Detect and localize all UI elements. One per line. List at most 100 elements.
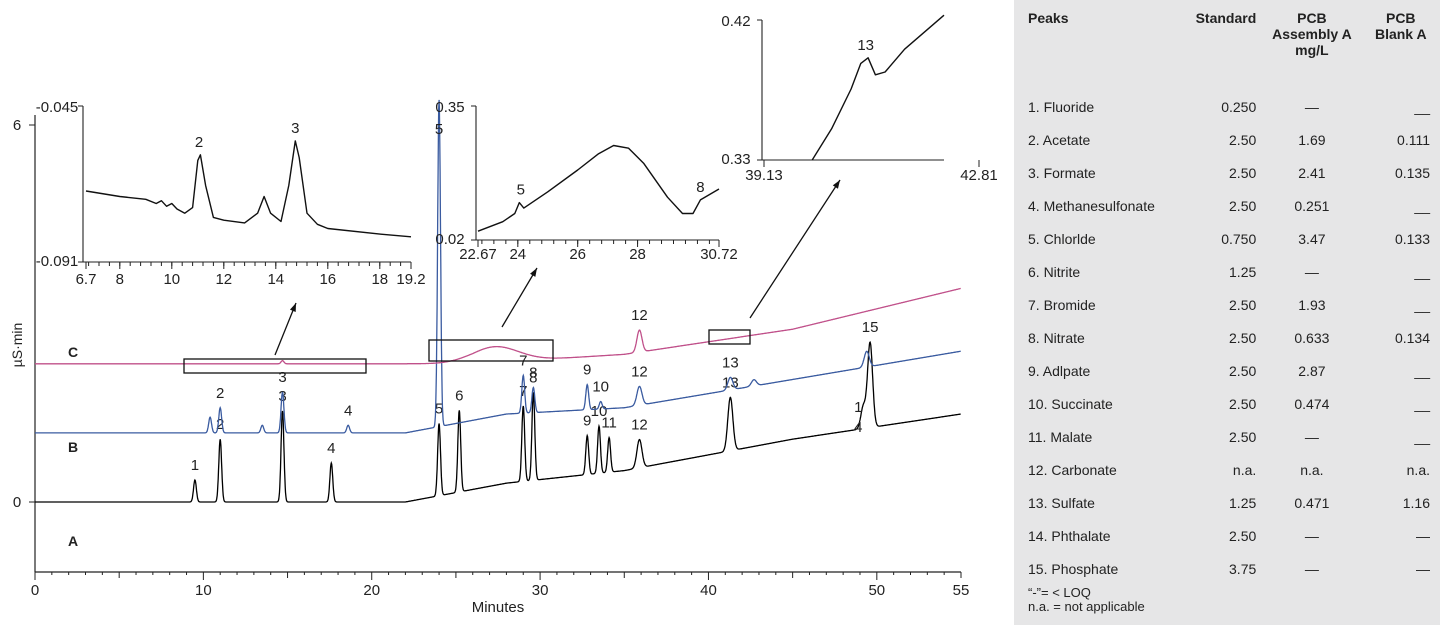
inset-trace: [811, 14, 945, 161]
peak-label: 4: [327, 440, 335, 457]
cell-blank: 0.133: [1394, 230, 1430, 247]
peak-label: 5: [435, 400, 443, 417]
peak-label: 8: [529, 364, 537, 381]
cell-peak: 11. Malate: [1028, 428, 1093, 445]
table-notes: “-”= < LOQ n.a. = not applicable: [1028, 586, 1145, 614]
inset-peak-label: 3: [291, 120, 299, 137]
cell-blank: —: [1416, 527, 1430, 544]
cell-standard: 2.50: [1229, 527, 1257, 544]
cell-peak: 1. Fluoride: [1028, 98, 1095, 115]
peak-label: 3: [278, 369, 286, 386]
cell-assembly: —: [1304, 98, 1319, 115]
table-row: 2. Acetate 2.50 1.69 0.111: [1014, 123, 1440, 156]
cell-blank: __: [1414, 395, 1430, 412]
cell-standard: 2.50: [1229, 428, 1257, 445]
x-tick-label: 50: [868, 582, 885, 599]
zoom-arrow: [501, 267, 538, 328]
cell-blank: __: [1414, 296, 1430, 313]
table-row: 6. Nitrite 1.25 — __: [1014, 255, 1440, 288]
peak-label: 5: [435, 121, 443, 138]
trace-A: [35, 340, 961, 503]
header-blank: PCB Blank A: [1374, 10, 1427, 42]
peak-label: 1: [854, 399, 862, 416]
trace-C: [35, 287, 961, 365]
inset-x-tick-label: 39.13: [745, 167, 783, 184]
inset-x-tick-label: 18: [371, 271, 388, 288]
x-tick-label: 0: [31, 582, 39, 599]
cell-peak: 13. Sulfate: [1028, 494, 1095, 511]
cell-assembly: —: [1304, 527, 1319, 544]
cell-blank: 0.111: [1397, 131, 1430, 148]
cell-standard: 2.50: [1229, 131, 1257, 148]
peak-label: 1: [191, 457, 199, 474]
inset-y-tick-label: 0.33: [721, 151, 750, 168]
cell-blank: 0.135: [1394, 164, 1430, 181]
zoom-arrowhead: [289, 303, 296, 312]
trace-label-c: C: [68, 344, 78, 360]
inset-x-tick-label: 12: [215, 271, 232, 288]
inset-y-tick-label: 0.02: [435, 231, 464, 248]
cell-blank: __: [1414, 263, 1430, 280]
trace-label-b: B: [68, 439, 78, 455]
x-axis-label: Minutes: [472, 599, 525, 616]
cell-assembly: —: [1304, 428, 1319, 445]
inset-y-tick-label: 0.42: [721, 13, 750, 30]
cell-peak: 2. Acetate: [1028, 131, 1091, 148]
cell-peak: 15. Phosphate: [1028, 560, 1119, 577]
cell-assembly: 2.41: [1298, 164, 1326, 181]
cell-blank: __: [1414, 428, 1430, 445]
cell-peak: 5. Chlorlde: [1028, 230, 1096, 247]
inset-y-tick-label: 0.35: [435, 99, 464, 116]
inset-x-tick-label: 6.7: [76, 271, 97, 288]
inset-x-tick-label: 28: [629, 246, 646, 263]
peak-label: 9: [583, 362, 591, 379]
peak-label: 15: [862, 319, 879, 336]
peak-label: 12: [631, 363, 648, 380]
table-row: 4. Methanesulfonate 2.50 0.251 __: [1014, 189, 1440, 222]
peak-label: 2: [216, 416, 224, 433]
cell-assembly: 1.69: [1298, 131, 1326, 148]
x-tick-label: 30: [532, 582, 549, 599]
peak-label: 4: [344, 402, 352, 419]
inset-peak-label: 2: [195, 134, 203, 151]
y-tick-label: 6: [13, 117, 21, 134]
peak-label: 10: [592, 378, 609, 395]
cell-assembly: 0.471: [1294, 494, 1330, 511]
trace-B: [35, 99, 961, 434]
cell-standard: 2.50: [1229, 362, 1257, 379]
cell-standard: 3.75: [1229, 560, 1257, 577]
inset-trace: [477, 144, 720, 232]
cell-blank: n.a.: [1406, 461, 1430, 478]
table-row: 15. Phosphate 3.75 — —: [1014, 552, 1440, 585]
cell-peak: 3. Formate: [1028, 164, 1096, 181]
peak-label: 12: [631, 416, 648, 433]
table-row: 12. Carbonate n.a. n.a. n.a.: [1014, 453, 1440, 486]
cell-peak: 6. Nitrite: [1028, 263, 1081, 280]
table-row: 8. Nitrate 2.50 0.633 0.134: [1014, 321, 1440, 354]
table-row: 14. Phthalate 2.50 — —: [1014, 519, 1440, 552]
cell-blank: 1.16: [1402, 494, 1430, 511]
y-axis-label: µS·min: [9, 323, 25, 368]
inset-peak-label: 8: [696, 179, 704, 196]
peak-label: 9: [583, 413, 591, 430]
header-standard: Standard: [1195, 10, 1257, 26]
inset-x-tick-label: 26: [569, 246, 586, 263]
inset-x-tick-label: 16: [319, 271, 336, 288]
cell-standard: 2.50: [1229, 296, 1257, 313]
cell-assembly: —: [1304, 263, 1319, 280]
inset-y-tick-label: -0.045: [36, 99, 79, 116]
note-loq: “-”= < LOQ: [1028, 585, 1091, 600]
cell-blank: __: [1414, 98, 1430, 115]
inset-x-tick-label: 42.81: [960, 167, 998, 184]
table-row: 7. Bromide 2.50 1.93 __: [1014, 288, 1440, 321]
cell-assembly: 2.87: [1298, 362, 1326, 379]
inset-trace: [85, 140, 412, 238]
trace-label-a: A: [68, 533, 78, 549]
cell-blank: __: [1414, 362, 1430, 379]
cell-assembly: n.a.: [1300, 461, 1324, 478]
inset-peak-label: 13: [857, 37, 874, 54]
cell-assembly: 1.93: [1298, 296, 1326, 313]
cell-peak: 8. Nitrate: [1028, 329, 1085, 346]
